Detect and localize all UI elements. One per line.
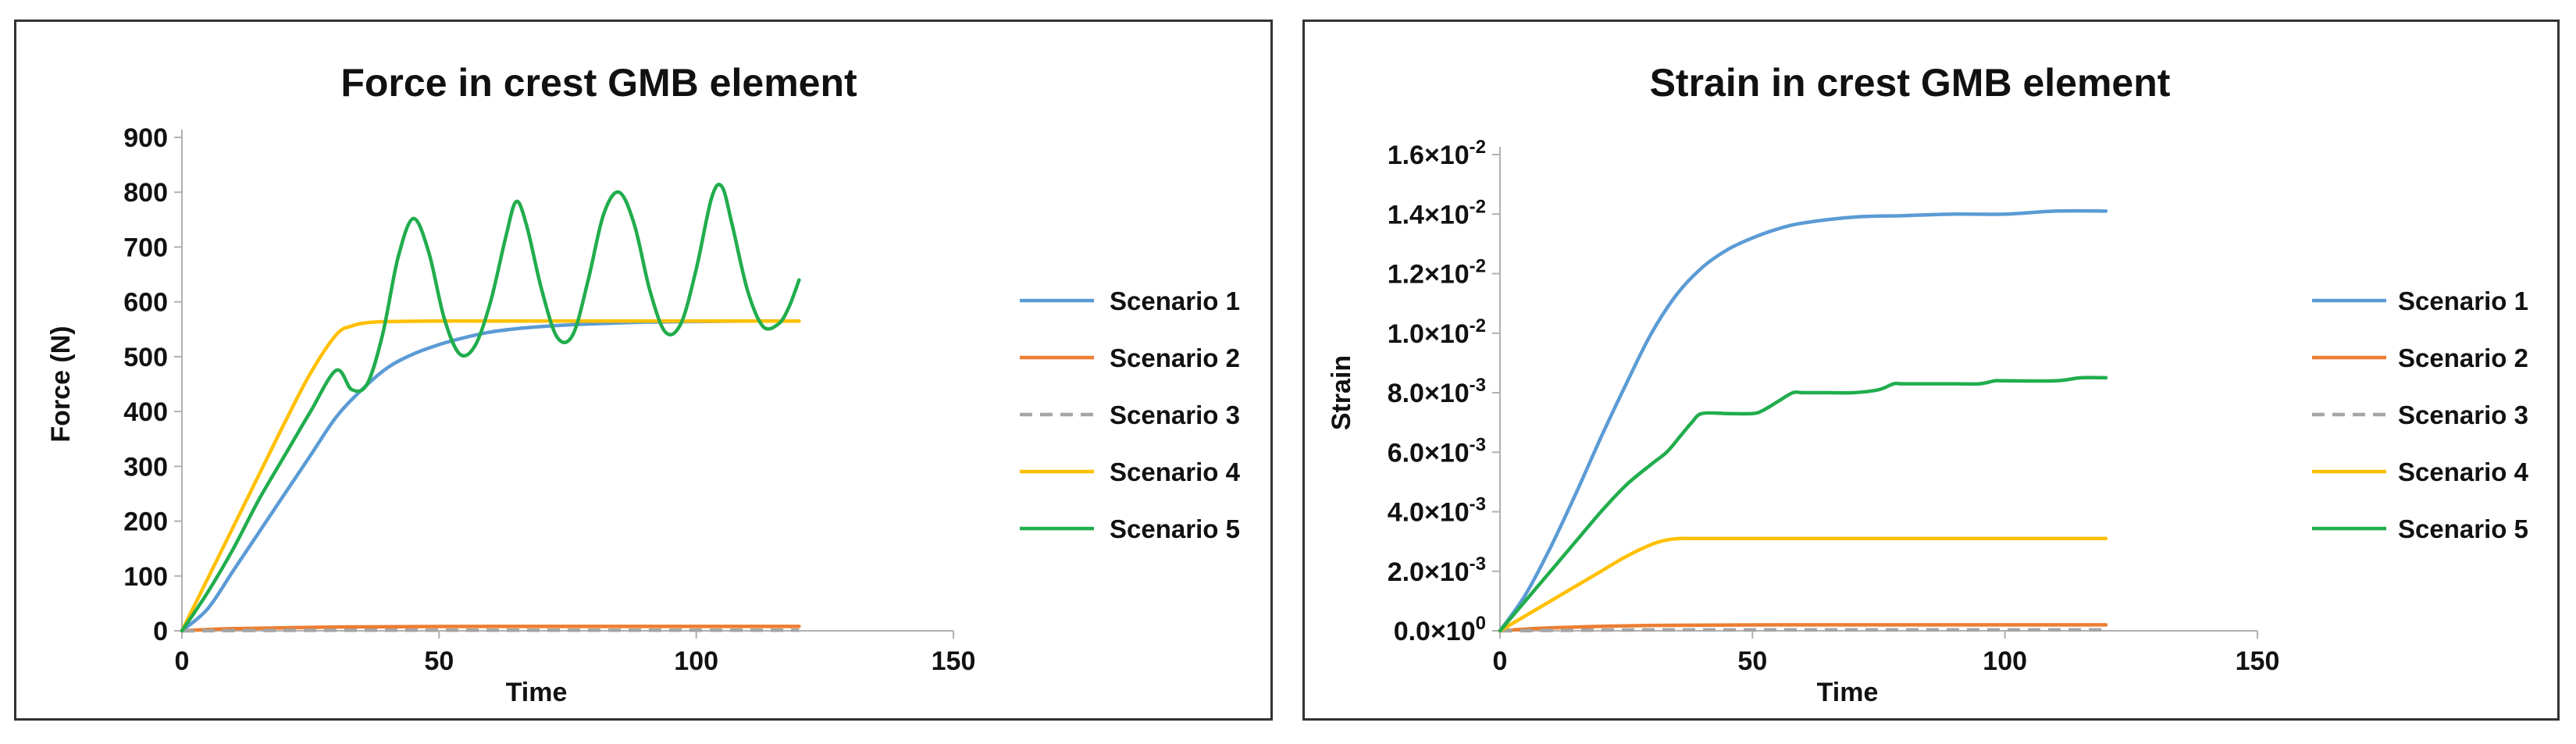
y-tick-mantissa: 1.0: [1388, 319, 1424, 349]
y-tick-label: 1.2×10-2: [1388, 256, 1486, 290]
x-tick-label: 50: [424, 646, 454, 676]
x-axis-label: Time: [1817, 678, 1879, 707]
legend-label-scenario-5: Scenario 5: [2398, 514, 2528, 543]
y-tick-exponent: -3: [1470, 375, 1486, 396]
series-line-scenario-5: [1498, 376, 2108, 633]
y-tick-times: ×10: [1424, 200, 1470, 230]
y-tick-label: 100: [123, 562, 168, 592]
y-tick-exponent: -3: [1470, 434, 1486, 455]
legend-label-scenario-3: Scenario 3: [1110, 400, 1240, 429]
series-line-scenario-2: [180, 625, 801, 633]
y-tick-mantissa: 1.2: [1388, 260, 1424, 290]
y-tick-label: 800: [123, 178, 168, 208]
legend-label-scenario-3: Scenario 3: [2398, 400, 2528, 429]
y-tick-mantissa: 6.0: [1388, 438, 1424, 468]
y-tick-label: 8.0×10-3: [1388, 375, 1486, 408]
legend-label-scenario-5: Scenario 5: [1110, 514, 1240, 543]
y-tick-label: 900: [123, 123, 168, 153]
x-tick-label: 100: [1983, 646, 2027, 676]
y-tick-mantissa: 1.4: [1388, 200, 1424, 230]
legend-label-scenario-4: Scenario 4: [2398, 457, 2529, 486]
chart-title: Strain in crest GMB element: [1650, 61, 2171, 105]
series-line-scenario-4: [1498, 536, 2108, 633]
y-tick-exponent: -3: [1470, 494, 1486, 515]
legend-label-scenario-1: Scenario 1: [2398, 287, 2528, 315]
y-tick-times: ×10: [1424, 141, 1470, 170]
y-tick-mantissa: 8.0: [1388, 379, 1424, 408]
x-tick-label: 50: [1737, 646, 1767, 676]
y-tick-exponent: -2: [1470, 315, 1486, 336]
y-tick-exponent: -2: [1470, 137, 1486, 158]
x-tick-label: 100: [674, 646, 718, 676]
y-tick-label: 0: [153, 617, 168, 646]
y-tick-times: ×10: [1424, 319, 1470, 349]
y-tick-mantissa: 0.0: [1394, 617, 1431, 646]
x-tick-label: 0: [175, 646, 190, 676]
x-axis-label: Time: [506, 678, 568, 707]
y-tick-label: 0.0×100: [1394, 613, 1486, 646]
y-tick-exponent: -2: [1470, 196, 1486, 217]
y-axis-label: Strain: [1327, 355, 1356, 430]
x-tick-label: 0: [1493, 646, 1508, 676]
y-tick-mantissa: 2.0: [1388, 557, 1424, 587]
y-tick-label: 500: [123, 343, 168, 372]
series-line-scenario-1: [1498, 208, 2108, 633]
series-line-scenario-3: [181, 628, 800, 633]
y-tick-exponent: 0: [1476, 613, 1486, 634]
y-tick-label: 1.6×10-2: [1388, 137, 1486, 170]
series-line-scenario-4: [180, 319, 801, 633]
y-tick-times: ×10: [1424, 438, 1470, 468]
y-tick-times: ×10: [1424, 379, 1470, 408]
y-tick-mantissa: 4.0: [1388, 498, 1424, 528]
y-axis-label: Force (N): [46, 326, 76, 442]
y-tick-exponent: -2: [1470, 256, 1486, 277]
y-tick-label: 1.4×10-2: [1388, 196, 1486, 230]
force-chart: Force in crest GMB element 0 50 100 150 0 100 2…: [46, 61, 1241, 707]
y-tick-mantissa: 1.6: [1388, 141, 1424, 170]
y-tick-times: ×10: [1431, 617, 1476, 646]
y-tick-times: ×10: [1424, 498, 1470, 528]
series-line-scenario-2: [1498, 623, 2108, 633]
y-tick-times: ×10: [1424, 260, 1470, 290]
series-line-scenario-5: [180, 183, 801, 633]
y-tick-label: 600: [123, 288, 168, 318]
y-tick-label: 700: [123, 233, 168, 262]
y-tick-label: 400: [123, 397, 168, 427]
y-tick-label: 2.0×10-3: [1388, 554, 1486, 587]
y-tick-label: 300: [123, 452, 168, 482]
y-tick-label: 200: [123, 507, 168, 537]
y-tick-label: 1.0×10-2: [1388, 315, 1486, 349]
x-tick-label: 150: [2236, 646, 2280, 676]
y-tick-label: 4.0×10-3: [1388, 494, 1486, 528]
chart-title: Force in crest GMB element: [340, 61, 857, 105]
legend-label-scenario-2: Scenario 2: [1110, 344, 1240, 372]
legend-label-scenario-4: Scenario 4: [1110, 457, 1241, 486]
y-tick-times: ×10: [1424, 557, 1470, 587]
y-tick-label: 6.0×10-3: [1388, 434, 1486, 468]
y-tick-exponent: -3: [1470, 554, 1486, 575]
legend-label-scenario-1: Scenario 1: [1110, 287, 1240, 315]
force-chart-panel: Force in crest GMB element 0 50 100 150 0 100 2…: [14, 20, 1273, 721]
legend-label-scenario-2: Scenario 2: [2398, 344, 2528, 372]
x-tick-label: 150: [932, 646, 976, 676]
strain-chart-panel: Strain in crest GMB element 0 50 100 150 0.0×…: [1302, 20, 2560, 721]
